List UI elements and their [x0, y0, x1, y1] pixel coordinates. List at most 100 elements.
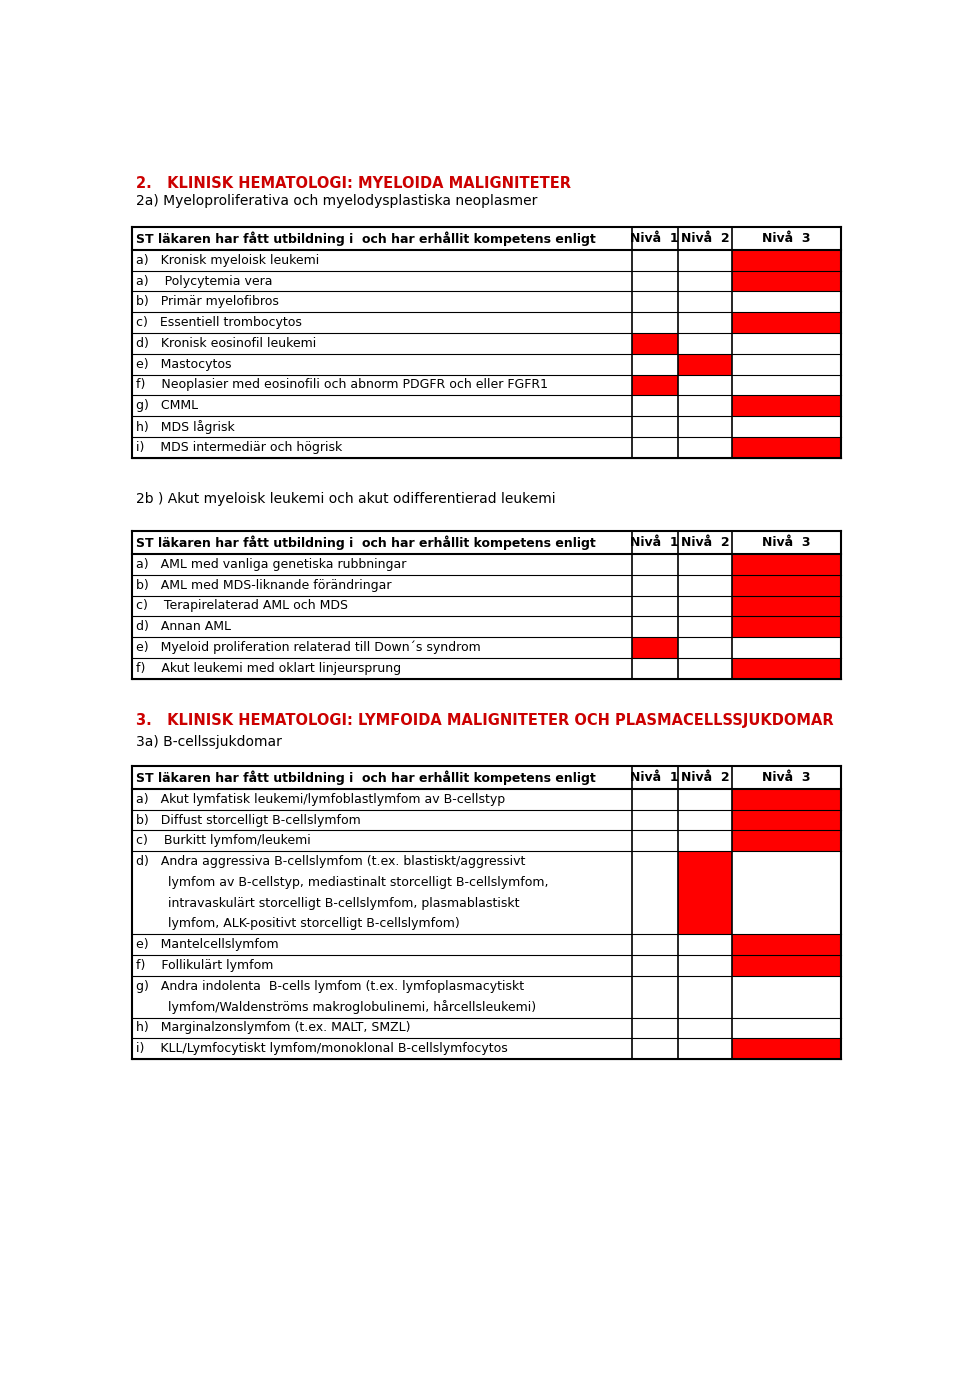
Text: lymfom, ALK-positivt storcelligt B-cellslymfom): lymfom, ALK-positivt storcelligt B-cells… [136, 918, 460, 930]
Bar [732, 438, 841, 458]
Text: f)    Akut leukemi med oklart linjeursprung: f) Akut leukemi med oklart linjeursprung [136, 662, 401, 674]
Text: c)   Essentiell trombocytos: c) Essentiell trombocytos [136, 316, 302, 329]
Text: ST läkaren har fått utbildning i  och har erhållit kompetens enligt: ST läkaren har fått utbildning i och har… [136, 231, 596, 245]
Bar [132, 765, 841, 788]
Bar [632, 658, 678, 678]
Bar [632, 1039, 678, 1060]
Text: i)    KLL/Lymfocytiskt lymfom/monoklonal B-cellslymfocytos: i) KLL/Lymfocytiskt lymfom/monoklonal B-… [136, 1042, 508, 1055]
Bar [732, 1017, 841, 1039]
Bar [732, 809, 841, 830]
Bar [132, 227, 841, 458]
Bar [632, 250, 678, 271]
Bar [732, 976, 841, 1017]
Text: Nivå  2: Nivå 2 [681, 231, 730, 245]
Bar [678, 934, 732, 955]
Text: c)    Terapirelaterad AML och MDS: c) Terapirelaterad AML och MDS [136, 600, 348, 612]
Bar [732, 395, 841, 416]
Bar [678, 250, 732, 271]
Bar [678, 809, 732, 830]
Bar [732, 312, 841, 333]
Text: 3a) B-cellssjukdomar: 3a) B-cellssjukdomar [135, 735, 281, 749]
Bar [678, 292, 732, 312]
Bar [678, 830, 732, 852]
Text: d)   Annan AML: d) Annan AML [136, 621, 231, 633]
Bar [678, 416, 732, 438]
Text: Nivå  1: Nivå 1 [631, 771, 679, 784]
Bar [678, 955, 732, 976]
Text: i)    MDS intermediär och högrisk: i) MDS intermediär och högrisk [136, 440, 343, 454]
Text: h)   MDS lågrisk: h) MDS lågrisk [136, 420, 235, 433]
Text: a)   AML med vanliga genetiska rubbningar: a) AML med vanliga genetiska rubbningar [136, 557, 407, 571]
Text: a)   Akut lymfatisk leukemi/lymfoblastlymfom av B-cellstyp: a) Akut lymfatisk leukemi/lymfoblastlymf… [136, 793, 505, 806]
Text: f)    Neoplasier med eosinofili och abnorm PDGFR och eller FGFR1: f) Neoplasier med eosinofili och abnorm … [136, 378, 548, 391]
Bar [678, 637, 732, 658]
Text: d)   Kronisk eosinofil leukemi: d) Kronisk eosinofil leukemi [136, 337, 317, 350]
Bar [732, 416, 841, 438]
Bar [632, 955, 678, 976]
Text: Nivå  3: Nivå 3 [762, 231, 811, 245]
Bar [632, 395, 678, 416]
Bar [632, 596, 678, 616]
Bar [732, 830, 841, 852]
Bar [632, 934, 678, 955]
Text: b)   Primär myelofibros: b) Primär myelofibros [136, 296, 279, 308]
Bar [632, 575, 678, 596]
Bar [632, 788, 678, 809]
Bar [732, 955, 841, 976]
Text: Nivå  2: Nivå 2 [681, 771, 730, 784]
Bar [678, 575, 732, 596]
Text: b)   AML med MDS-liknande förändringar: b) AML med MDS-liknande förändringar [136, 579, 392, 592]
Bar [632, 1017, 678, 1039]
Text: h)   Marginalzonslymfom (t.ex. MALT, SMZL): h) Marginalzonslymfom (t.ex. MALT, SMZL) [136, 1021, 411, 1035]
Text: c)    Burkitt lymfom/leukemi: c) Burkitt lymfom/leukemi [136, 834, 311, 848]
Text: b)   Diffust storcelligt B-cellslymfom: b) Diffust storcelligt B-cellslymfom [136, 813, 361, 827]
Text: a)    Polycytemia vera: a) Polycytemia vera [136, 274, 273, 288]
Bar [678, 788, 732, 809]
Bar [732, 658, 841, 678]
Bar [678, 395, 732, 416]
Bar [732, 934, 841, 955]
Bar [678, 976, 732, 1017]
Bar [732, 555, 841, 575]
Bar [732, 637, 841, 658]
Bar [632, 416, 678, 438]
Bar [632, 292, 678, 312]
Text: 3.   KLINISK HEMATOLOGI: LYMFOIDA MALIGNITETER OCH PLASMACELLSSJUKDOMAR: 3. KLINISK HEMATOLOGI: LYMFOIDA MALIGNIT… [135, 713, 833, 728]
Bar [678, 1039, 732, 1060]
Bar [132, 531, 841, 678]
Bar [632, 271, 678, 292]
Text: Nivå  3: Nivå 3 [762, 771, 811, 784]
Text: lymfom/Waldenströms makroglobulinemi, hårcellsleukemi): lymfom/Waldenströms makroglobulinemi, hå… [136, 1000, 537, 1014]
Text: Nivå  2: Nivå 2 [681, 535, 730, 549]
Bar [732, 575, 841, 596]
Bar [632, 830, 678, 852]
Bar [678, 374, 732, 395]
Bar [632, 809, 678, 830]
Bar [632, 555, 678, 575]
Bar [732, 292, 841, 312]
Bar [132, 227, 841, 250]
Text: e)   Myeloid proliferation relaterad till Down´s syndrom: e) Myeloid proliferation relaterad till … [136, 641, 481, 654]
Bar [678, 616, 732, 637]
Bar [678, 596, 732, 616]
Bar [678, 354, 732, 374]
Bar [732, 374, 841, 395]
Text: g)   Andra indolenta  B-cells lymfom (t.ex. lymfoplasmacytiskt: g) Andra indolenta B-cells lymfom (t.ex.… [136, 980, 524, 993]
Text: Nivå  1: Nivå 1 [631, 231, 679, 245]
Bar [632, 852, 678, 934]
Bar [632, 333, 678, 354]
Text: ST läkaren har fått utbildning i  och har erhållit kompetens enligt: ST läkaren har fått utbildning i och har… [136, 771, 596, 784]
Bar [678, 1017, 732, 1039]
Text: f)    Follikulärt lymfom: f) Follikulärt lymfom [136, 959, 274, 971]
Text: 2.   KLINISK HEMATOLOGI: MYELOIDA MALIGNITETER: 2. KLINISK HEMATOLOGI: MYELOIDA MALIGNIT… [135, 176, 570, 191]
Bar [732, 271, 841, 292]
Bar [678, 852, 732, 934]
Text: e)   Mantelcellslymfom: e) Mantelcellslymfom [136, 938, 279, 951]
Bar [632, 637, 678, 658]
Bar [132, 765, 841, 1060]
Bar [732, 250, 841, 271]
Bar [732, 852, 841, 934]
Bar [632, 312, 678, 333]
Bar [132, 531, 841, 555]
Text: 2b ) Akut myeloisk leukemi och akut odifferentierad leukemi: 2b ) Akut myeloisk leukemi och akut odif… [135, 493, 555, 506]
